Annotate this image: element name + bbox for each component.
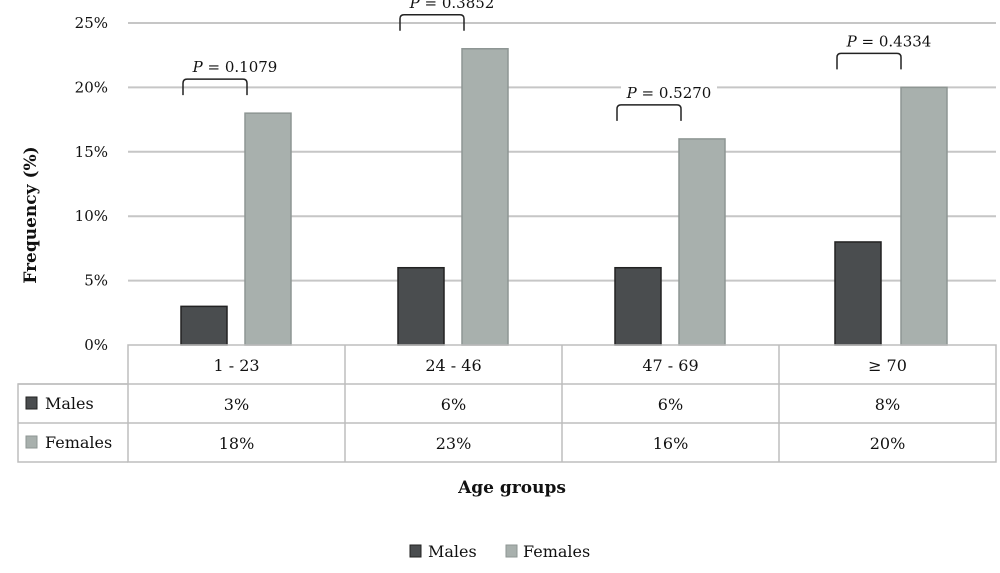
data-table: 1 - 23 24 - 46 47 - 69 ≥ 70 Males 3% 6% 6% 8% Fem… [17,344,997,463]
data-label: 16% [653,434,689,453]
table-series-swatch [25,396,38,410]
bar-females [461,48,509,346]
table-series-name: Females [45,433,112,452]
legend-swatch [505,544,518,558]
bar-males [397,266,445,346]
y-tick-label: 0% [84,336,108,354]
p-value-bracket [616,104,682,121]
y-axis: 0% 5% 10% 15% 20% 25% [75,14,108,354]
x-tick-label: 1 - 23 [213,356,259,375]
p-value-bracket [399,14,465,31]
p-value-annotations: P = 0.1079 P = 0.3852 P = 0.5270 P = 0.4334 [182,0,937,121]
y-axis-label: Frequency (%) [21,146,41,283]
p-value-label: P = 0.4334 [846,32,932,50]
data-label: 8% [875,395,900,414]
bar-females [678,138,726,346]
table-series-name: Males [45,394,94,413]
x-tick-label: 47 - 69 [642,356,698,375]
table-series-swatch [25,435,38,449]
legend-label: Females [523,542,590,561]
y-tick-label: 20% [75,78,108,96]
p-value-label-background [621,82,717,101]
data-label: 6% [658,395,683,414]
x-tick-label: ≥ 70 [868,356,907,375]
x-axis-label: Age groups [457,478,566,498]
legend: Males Females [409,542,590,561]
p-value-label-background [841,31,937,50]
legend-label: Males [428,542,477,561]
p-value-label: P = 0.5270 [626,84,712,102]
data-label: 20% [870,434,906,453]
y-tick-label: 10% [75,207,108,225]
data-label: 3% [224,395,249,414]
y-tick-label: 5% [84,272,108,290]
data-label: 23% [436,434,472,453]
p-value-label: P = 0.3852 [409,0,495,12]
bar-males [180,305,228,346]
p-value-bracket [182,78,248,96]
bars [180,48,948,346]
legend-swatch [409,544,422,558]
bar-females [900,86,948,346]
bar-females [244,112,292,346]
p-value-bracket [836,52,902,70]
x-tick-label: 24 - 46 [425,356,481,375]
p-value-label: P = 0.1079 [192,58,278,76]
bar-males [614,266,662,346]
data-label: 6% [441,395,466,414]
p-value-label-background [404,0,500,11]
y-tick-label: 25% [75,14,108,32]
y-tick-label: 15% [75,143,108,161]
data-label: 18% [219,434,255,453]
bar-males [834,241,882,346]
p-value-label-background [187,57,283,76]
